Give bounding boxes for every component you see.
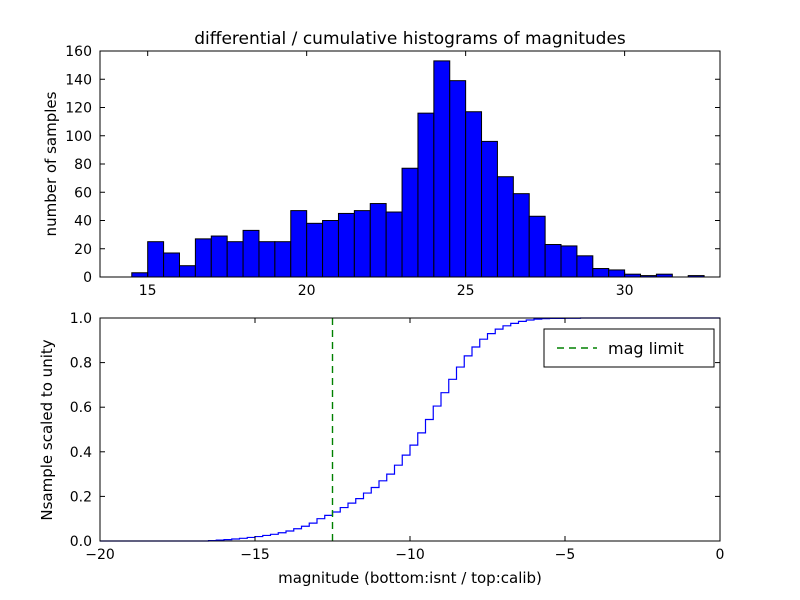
top-ylabel: number of samples [42,91,60,236]
histogram-bar [242,229,260,278]
histogram-bar [528,215,546,278]
histogram-bar [178,265,196,278]
histogram-bar [608,269,626,278]
histogram-bar [433,60,451,278]
x-tick-label: 30 [616,283,634,299]
y-tick-label: 60 [74,185,92,201]
histogram-bar [544,244,562,278]
histogram-bar [131,272,149,278]
y-tick-label: 0.8 [70,356,92,372]
histogram-bar [147,241,165,278]
y-tick-label: 20 [74,242,92,258]
y-tick-label: 0.4 [70,445,92,461]
x-tick-label: 20 [298,283,316,299]
histogram-bar [576,255,594,278]
y-tick-label: 0.2 [70,489,92,505]
histogram-bar [210,235,228,278]
histogram-bar [401,167,419,278]
histogram-bar [163,252,180,278]
histogram-bar [258,241,276,278]
y-tick-label: 80 [74,157,92,173]
y-tick-label: 140 [65,72,92,88]
histogram-bar [481,140,498,278]
axes-frame [99,50,721,278]
bottom-ylabel: Nsample scaled to unity [38,339,56,520]
histogram-bar [592,268,610,278]
x-tick-label: 0 [716,547,725,563]
histogram-bar [194,238,212,278]
histogram-bar [465,111,483,278]
cumulative-step-line [100,317,720,542]
y-tick-label: 0 [83,270,92,286]
y-tick-label: 100 [65,129,92,145]
histogram-bar [560,245,578,278]
histogram-bar [369,203,387,278]
x-tick-label: −10 [395,547,425,563]
y-tick-label: 40 [74,214,92,230]
histogram-bar [226,241,244,278]
histogram-bar [290,210,308,278]
x-tick-label: 15 [139,283,157,299]
cumulative-histogram-plot: −20 −15 −10 −5 0 0.0 0.2 0.4 0.6 0.8 1.0 mag limit [70,311,725,563]
bottom-xlabel: magnitude (bottom:isnt / top:calib) [278,569,542,587]
histogram-bar [512,193,530,278]
y-tick-label: 0.6 [70,400,92,416]
y-tick-label: 120 [65,101,92,117]
figure-title: differential / cumulative histograms of … [194,29,626,49]
histogram-bar [322,220,339,278]
histogram-bar [496,176,514,278]
x-tick-label: −5 [555,547,576,563]
x-tick-label: 25 [457,283,475,299]
histogram-bar [337,212,355,278]
axes-frame [99,317,721,542]
y-tick-label: 0.0 [70,534,92,550]
histogram-bar [353,210,371,278]
histogram-bar [306,222,324,278]
histogram-bar [449,80,467,278]
x-tick-label: −15 [240,547,270,563]
differential-histogram-plot: 15 20 25 30 0 20 40 60 80 100 120 140 160 [65,44,721,299]
legend-label: mag limit [608,339,684,358]
x-tick-label: −20 [85,547,115,563]
y-tick-label: 1.0 [70,311,92,327]
histogram-bar [417,112,435,278]
histogram-bar [274,241,292,278]
y-tick-label: 160 [65,44,92,60]
histogram-bar [385,211,403,278]
